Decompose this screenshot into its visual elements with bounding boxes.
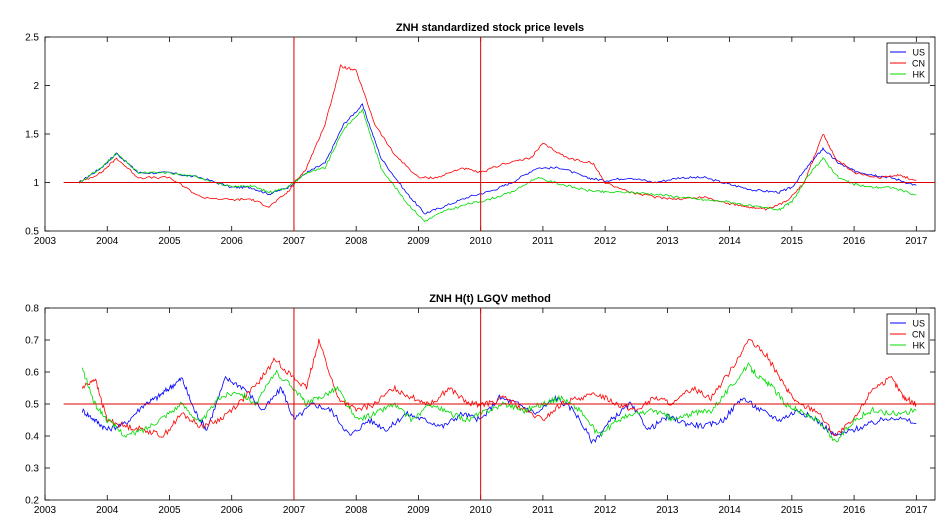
x-tick-label: 2015 [781, 505, 804, 516]
x-tick-label: 2012 [594, 236, 617, 247]
y-tick-label: 0.7 [25, 336, 39, 347]
series-line-hk [81, 362, 917, 443]
series-line-cn [81, 338, 917, 438]
series-group [63, 37, 935, 231]
x-tick-label: 2009 [407, 505, 430, 516]
x-tick-label: 2016 [843, 505, 866, 516]
chart-title: ZNH standardized stock price levels [396, 22, 584, 34]
y-tick-label: 2 [33, 81, 39, 92]
x-tick-label: 2013 [656, 505, 679, 516]
x-tick-label: 2017 [905, 505, 928, 516]
x-tick-label: 2016 [843, 236, 866, 247]
y-tick-label: 0.3 [25, 464, 39, 475]
x-tick-label: 2007 [283, 505, 306, 516]
x-tick-label: 2014 [718, 236, 741, 247]
series-line-cn [78, 64, 917, 211]
x-tick-label: 2006 [221, 236, 244, 247]
chart-title: ZNH H(t) LGQV method [429, 293, 551, 305]
x-tick-label: 2010 [470, 505, 493, 516]
legend-label-us: US [912, 48, 925, 58]
x-tick-label: 2005 [158, 505, 181, 516]
y-tick-label: 0.5 [25, 400, 39, 411]
x-tick-label: 2003 [34, 236, 57, 247]
x-tick-label: 2008 [345, 236, 368, 247]
series-group [63, 308, 935, 500]
legend-label-cn: CN [912, 330, 925, 340]
y-tick-label: 0.2 [25, 496, 39, 507]
x-tick-label: 2006 [221, 505, 244, 516]
y-tick-label: 0.6 [25, 368, 39, 379]
y-tick-label: 0.4 [25, 432, 39, 443]
x-tick-label: 2011 [532, 505, 554, 516]
x-tick-label: 2015 [781, 236, 804, 247]
y-tick-label: 1.5 [25, 130, 39, 141]
x-tick-label: 2013 [656, 236, 679, 247]
series-line-hk [78, 108, 917, 223]
y-tick-label: 1 [33, 178, 39, 189]
x-tick-label: 2010 [470, 236, 493, 247]
y-tick-label: 0.5 [25, 227, 39, 238]
legend-label-cn: CN [912, 59, 925, 69]
x-tick-label: 2009 [407, 236, 430, 247]
y-tick-label: 2.5 [25, 33, 39, 44]
y-tick-label: 0.8 [25, 304, 39, 315]
plot-area [44, 36, 936, 232]
x-tick-label: 2003 [34, 505, 57, 516]
x-tick-label: 2007 [283, 236, 306, 247]
x-tick-label: 2017 [905, 236, 928, 247]
x-tick-label: 2004 [96, 236, 119, 247]
legend-label-us: US [912, 319, 925, 329]
x-tick-label: 2004 [96, 505, 119, 516]
price-levels-chart: ZNH standardized stock price levels 2003 2… [25, 22, 936, 247]
hurst-exponent-chart: ZNH H(t) LGQV method 2003 2004 2005 2006 2007… [25, 293, 936, 516]
x-tick-label: 2012 [594, 505, 617, 516]
x-tick-label: 2008 [345, 505, 368, 516]
legend-label-hk: HK [912, 70, 925, 80]
x-tick-label: 2014 [718, 505, 741, 516]
legend-label-hk: HK [912, 341, 925, 351]
series-line-us [81, 375, 917, 445]
x-tick-label: 2005 [158, 236, 181, 247]
x-tick-label: 2011 [532, 236, 554, 247]
